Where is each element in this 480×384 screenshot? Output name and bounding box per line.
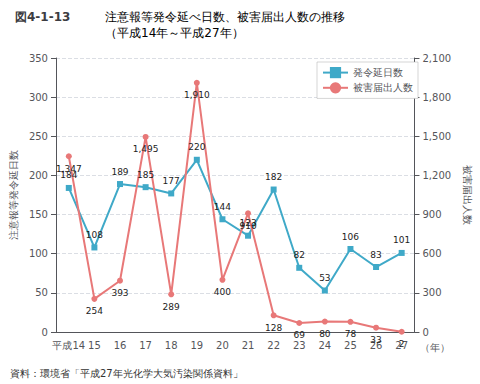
svg-text:108: 108: [86, 230, 103, 240]
svg-text:300: 300: [422, 287, 441, 298]
svg-text:185: 185: [137, 170, 154, 180]
svg-text:80: 80: [319, 329, 331, 339]
svg-text:1,910: 1,910: [184, 90, 210, 100]
svg-text:33: 33: [370, 335, 381, 345]
svg-text:101: 101: [393, 235, 410, 245]
svg-text:25: 25: [344, 340, 357, 351]
svg-text:被害届出人数: 被害届出人数: [353, 82, 413, 93]
svg-text:106: 106: [342, 232, 359, 242]
svg-text:144: 144: [214, 202, 231, 212]
svg-text:78: 78: [345, 329, 357, 339]
svg-text:393: 393: [111, 288, 128, 298]
svg-text:注意報等発令延べ日数、被害届出人数の推移: 注意報等発令延べ日数、被害届出人数の推移: [105, 10, 345, 24]
svg-text:平成14: 平成14: [52, 340, 85, 351]
svg-text:15: 15: [88, 340, 101, 351]
svg-text:（平成14年～平成27年）: （平成14年～平成27年）: [105, 26, 244, 40]
svg-text:182: 182: [265, 172, 282, 182]
svg-text:1,800: 1,800: [422, 92, 451, 103]
svg-text:24: 24: [318, 340, 331, 351]
svg-text:250: 250: [29, 131, 48, 142]
svg-text:220: 220: [188, 142, 205, 152]
svg-text:（年）: （年）: [420, 342, 450, 353]
svg-text:1,500: 1,500: [422, 131, 451, 142]
svg-text:289: 289: [163, 302, 180, 312]
svg-text:2,100: 2,100: [422, 53, 451, 64]
svg-text:177: 177: [163, 176, 180, 186]
svg-text:資料：環境省「平成27年光化学大気汚染関係資料」: 資料：環境省「平成27年光化学大気汚染関係資料」: [10, 368, 243, 379]
svg-text:82: 82: [294, 250, 305, 260]
svg-text:910: 910: [239, 221, 256, 231]
svg-text:200: 200: [29, 170, 48, 181]
svg-text:400: 400: [214, 287, 231, 297]
svg-text:2: 2: [399, 339, 405, 349]
svg-text:20: 20: [216, 340, 229, 351]
svg-text:150: 150: [29, 209, 48, 220]
svg-text:17: 17: [139, 340, 152, 351]
svg-text:300: 300: [29, 92, 48, 103]
svg-text:1,347: 1,347: [56, 164, 82, 174]
svg-text:189: 189: [111, 167, 128, 177]
svg-text:1,495: 1,495: [133, 144, 159, 154]
svg-text:発令延日数: 発令延日数: [353, 67, 403, 78]
svg-text:被害届出人数: 被害届出人数: [462, 165, 473, 225]
svg-text:69: 69: [294, 330, 306, 340]
svg-text:50: 50: [35, 287, 48, 298]
svg-text:0: 0: [422, 327, 428, 338]
svg-text:350: 350: [29, 53, 48, 64]
svg-text:21: 21: [242, 340, 255, 351]
svg-text:18: 18: [165, 340, 178, 351]
svg-text:19: 19: [190, 340, 203, 351]
svg-text:100: 100: [29, 248, 48, 259]
svg-text:図4-1-13: 図4-1-13: [15, 10, 70, 24]
svg-text:128: 128: [265, 323, 282, 333]
svg-text:900: 900: [422, 209, 441, 220]
svg-text:23: 23: [293, 340, 306, 351]
svg-text:22: 22: [267, 340, 280, 351]
svg-text:注意報等発令延日数: 注意報等発令延日数: [8, 150, 19, 240]
svg-text:27: 27: [395, 340, 408, 351]
svg-text:1,200: 1,200: [422, 170, 451, 181]
svg-text:254: 254: [86, 306, 103, 316]
svg-text:184: 184: [60, 170, 78, 181]
svg-text:0: 0: [42, 327, 48, 338]
svg-text:16: 16: [114, 340, 127, 351]
svg-text:600: 600: [422, 248, 441, 259]
svg-text:53: 53: [319, 273, 330, 283]
svg-text:83: 83: [370, 250, 381, 260]
